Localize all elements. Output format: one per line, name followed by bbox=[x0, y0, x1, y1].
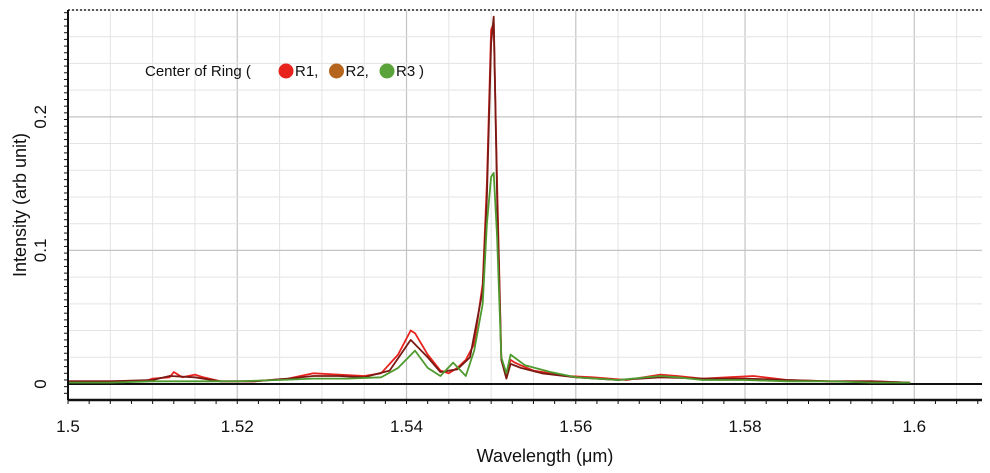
x-axis-title: Wavelength (μm) bbox=[477, 446, 614, 466]
series-3-line bbox=[68, 171, 911, 384]
legend-suffix: ) bbox=[419, 63, 424, 80]
y-tick-label: 0.1 bbox=[31, 239, 50, 263]
axes bbox=[64, 9, 982, 404]
series-group bbox=[68, 15, 911, 384]
legend-marker-1 bbox=[278, 63, 294, 79]
x-tick-label: 1.58 bbox=[728, 417, 761, 436]
legend-label-2: R2, bbox=[346, 63, 369, 80]
legend-marker-2 bbox=[329, 63, 344, 79]
legend-label-1: R1, bbox=[295, 63, 318, 80]
x-tick-label: 1.6 bbox=[902, 417, 926, 436]
y-tick-label: 0.2 bbox=[31, 105, 50, 129]
grid bbox=[67, 9, 982, 400]
series-1-line bbox=[68, 22, 911, 384]
legend-marker-3 bbox=[379, 63, 395, 79]
legend: Center of Ring ( R1, R2, R3) bbox=[145, 63, 424, 80]
y-axis-title: Intensity (arb unit) bbox=[10, 133, 30, 277]
x-tick-label: 1.52 bbox=[221, 417, 254, 436]
legend-prefix: Center of Ring ( bbox=[145, 63, 251, 80]
x-tick-label: 1.54 bbox=[390, 417, 423, 436]
legend-label-3: R3 bbox=[396, 63, 415, 80]
tick-labels: 1.5 1.52 1.54 1.56 1.58 1.6 0 0.1 0.2 bbox=[31, 105, 926, 436]
y-tick-label: 0 bbox=[31, 379, 50, 388]
x-tick-label: 1.5 bbox=[56, 417, 80, 436]
x-tick-label: 1.56 bbox=[559, 417, 592, 436]
